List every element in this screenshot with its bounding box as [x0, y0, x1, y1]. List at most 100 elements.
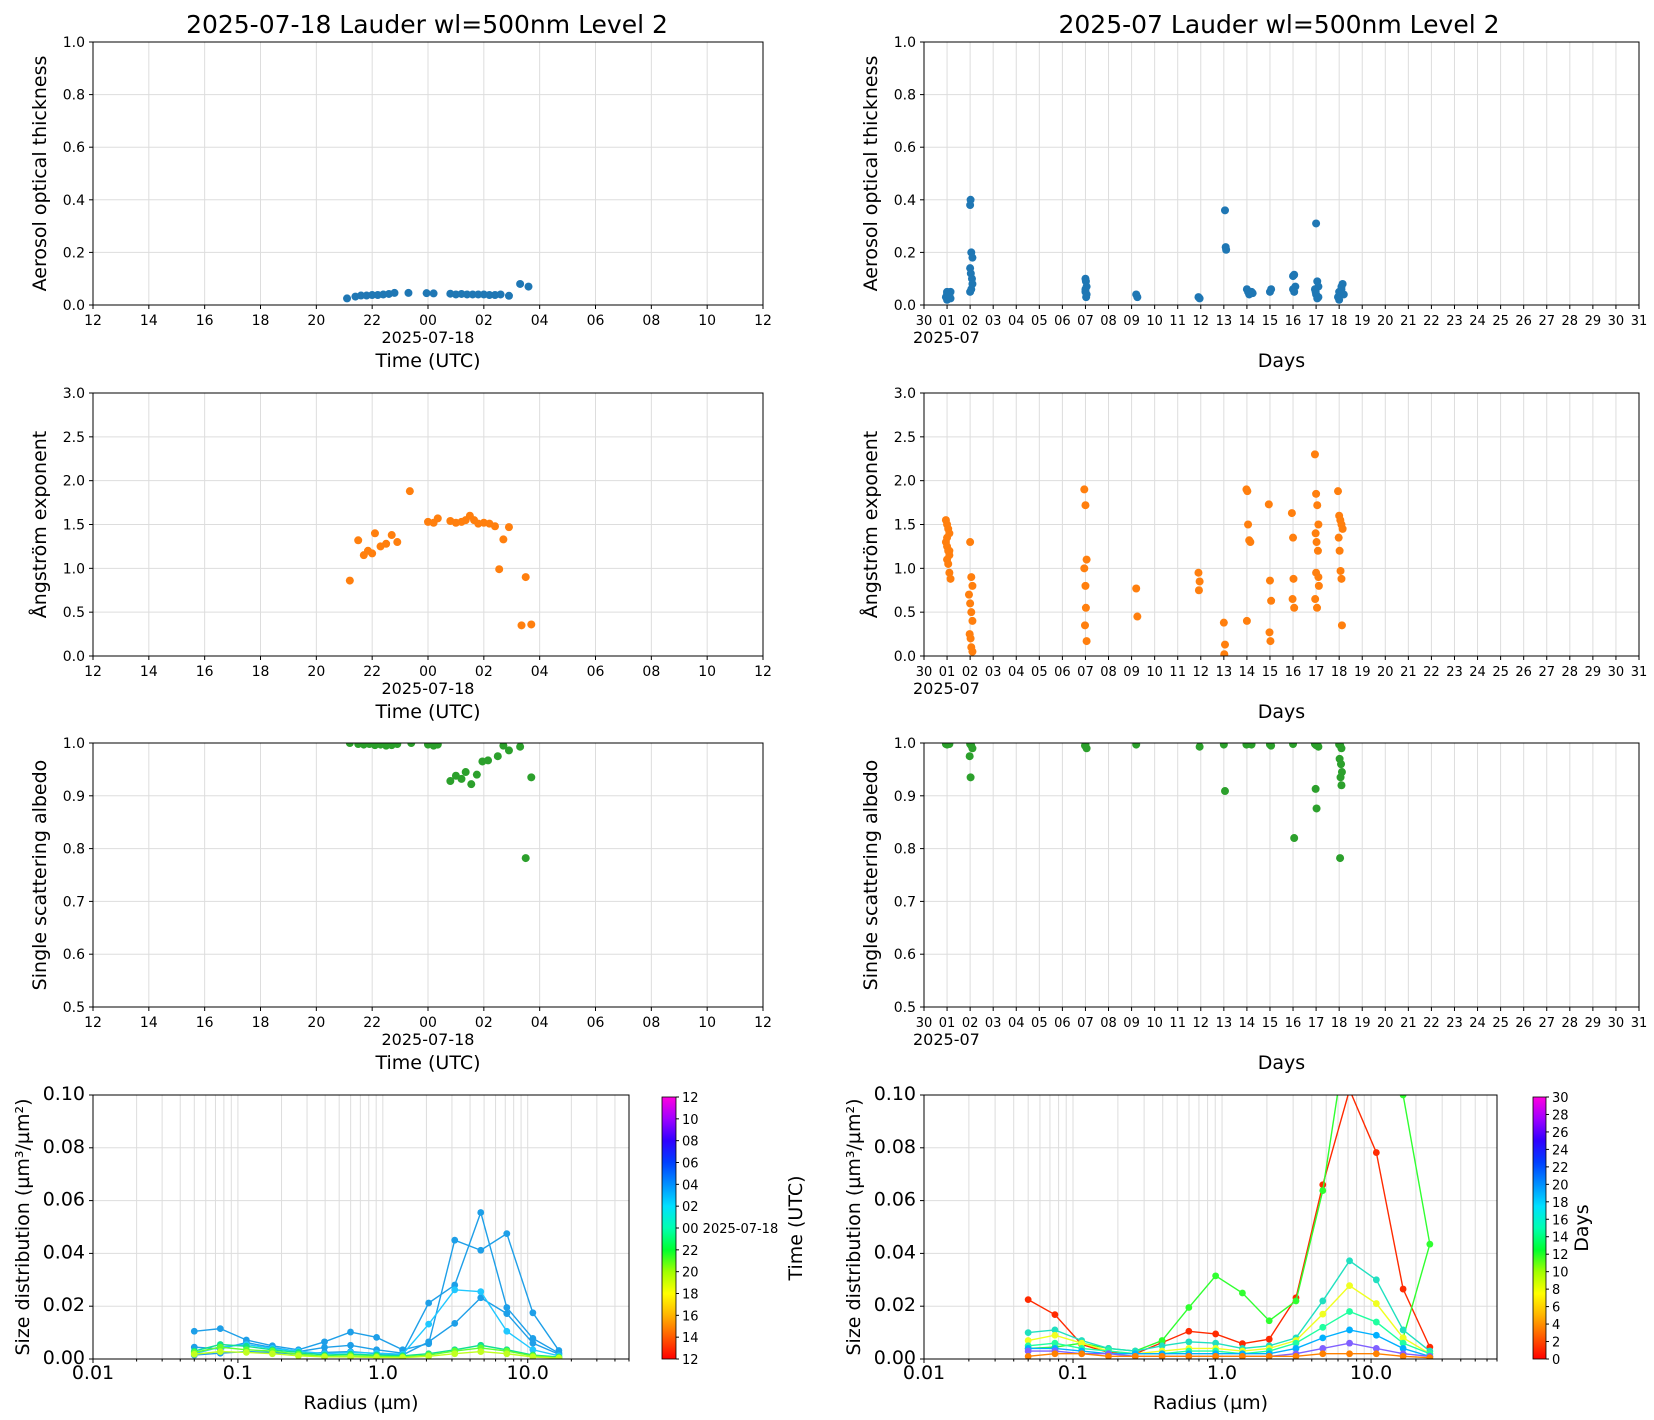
series-point: [1346, 1350, 1353, 1358]
x-tick-label: 10: [698, 664, 716, 680]
data-point: [964, 590, 973, 599]
data-point: [1312, 804, 1321, 813]
series-point: [425, 1320, 433, 1328]
data-point: [1265, 628, 1274, 637]
x-tick-label: 22: [1423, 314, 1440, 329]
x-tick-label: 01: [939, 665, 956, 680]
data-point: [1080, 485, 1089, 494]
series-point: [1212, 1339, 1220, 1347]
y-tick-label: 0.8: [894, 88, 916, 104]
data-point: [527, 773, 536, 782]
data-point: [1267, 596, 1276, 605]
series-point: [347, 1353, 354, 1359]
data-point: [1248, 289, 1257, 298]
data-point: [1337, 760, 1346, 769]
x-tick-label: 06: [1054, 665, 1071, 680]
series-point: [1346, 1282, 1353, 1290]
x-tick-label: 30: [916, 1016, 933, 1031]
x-tick-label: 18: [252, 1015, 270, 1031]
data-point: [1336, 854, 1345, 863]
series-point: [1024, 1296, 1032, 1303]
data-point: [1313, 603, 1322, 612]
series-point: [1372, 1318, 1380, 1326]
series-point: [1078, 1339, 1086, 1347]
series-point: [1346, 1308, 1353, 1315]
data-point: [354, 536, 363, 545]
y-axis-label: Aerosol optical thickness: [860, 56, 882, 292]
series-point: [373, 1333, 380, 1341]
series-point: [1185, 1327, 1193, 1335]
y-tick-label: 0.00: [43, 1347, 85, 1369]
x-tick-label: 12: [1193, 665, 1210, 680]
x-date-label: 2025-07: [913, 1030, 980, 1049]
data-point: [1267, 743, 1276, 750]
x-tick-label: 18: [252, 313, 270, 329]
series-point: [1265, 1317, 1273, 1325]
data-point: [1220, 206, 1229, 215]
series-point: [1319, 1310, 1327, 1318]
chart-aot_day: 12 14 16 18 20 22 00 02 04 06 08 10 120.00.20.40.60.…: [29, 35, 772, 372]
series-point: [347, 1328, 354, 1336]
data-point: [1337, 574, 1346, 583]
data-point: [1242, 616, 1251, 625]
x-tick-label: 27: [1538, 665, 1555, 680]
series-point: [1399, 1345, 1407, 1352]
data-point: [968, 581, 977, 590]
series-point: [425, 1338, 433, 1346]
series-point: [1265, 1352, 1273, 1359]
y-tick-label: 2.5: [63, 430, 85, 446]
data-point: [1338, 524, 1347, 533]
data-point: [968, 253, 977, 262]
y-tick-label: 0.0: [63, 649, 85, 665]
y-tick-label: 0.02: [43, 1294, 85, 1316]
series-point: [321, 1343, 328, 1351]
y-tick-label: 1.0: [63, 736, 85, 752]
x-tick-label: 11: [1169, 1016, 1186, 1031]
series-point: [1319, 1297, 1327, 1305]
x-tick-label: 24: [1469, 665, 1486, 680]
series-point: [321, 1338, 328, 1346]
y-tick-label: 0.6: [63, 140, 85, 156]
data-point: [968, 647, 977, 656]
data-point: [433, 514, 442, 523]
x-tick-label: 18: [1331, 665, 1348, 680]
data-point: [345, 576, 354, 585]
x-tick-label: 05: [1031, 665, 1048, 680]
data-point: [1133, 293, 1142, 302]
x-tick-label: 19: [1354, 1016, 1371, 1031]
data-point: [1336, 773, 1345, 782]
data-point: [368, 549, 377, 558]
x-tick-label: 12: [84, 1015, 102, 1031]
x-tick-label: 12: [754, 664, 772, 680]
x-tick-label: 23: [1446, 1016, 1463, 1031]
series-point: [503, 1327, 511, 1335]
data-layer: [345, 487, 536, 630]
x-tick-label: 25: [1492, 1016, 1509, 1031]
series-line: [1028, 1329, 1431, 1358]
data-point: [967, 608, 976, 617]
series-point: [1051, 1326, 1059, 1334]
y-tick-label: 0.5: [894, 605, 916, 621]
x-tick-label: 12: [754, 1015, 772, 1031]
data-layer: [941, 450, 1347, 656]
data-point: [1288, 595, 1297, 604]
colorbar: 12 14 16 18 20 22 00 2025-07-18 02 04 06 08 10 12 Tim…: [661, 1091, 807, 1368]
data-point: [387, 531, 396, 540]
data-point: [499, 743, 508, 750]
x-tick-label: 23: [1446, 665, 1463, 680]
series-point: [1346, 1326, 1353, 1334]
x-tick-label: 10.0: [507, 1362, 549, 1384]
series-point: [1212, 1330, 1220, 1338]
series-point: [1399, 1339, 1407, 1347]
series-point: [1399, 1352, 1407, 1359]
x-tick-label: 14: [1239, 665, 1256, 680]
colorbar-tick-label: 08: [682, 1135, 699, 1150]
data-point: [1266, 637, 1275, 646]
data-point: [504, 523, 513, 532]
series-point: [1105, 1352, 1112, 1359]
series-point: [1051, 1339, 1059, 1347]
x-tick-label: 02: [962, 665, 979, 680]
colorbar-tick-label: 12: [682, 1091, 699, 1106]
x-tick-label: 26: [1515, 314, 1532, 329]
x-tick-label: 04: [531, 664, 549, 680]
